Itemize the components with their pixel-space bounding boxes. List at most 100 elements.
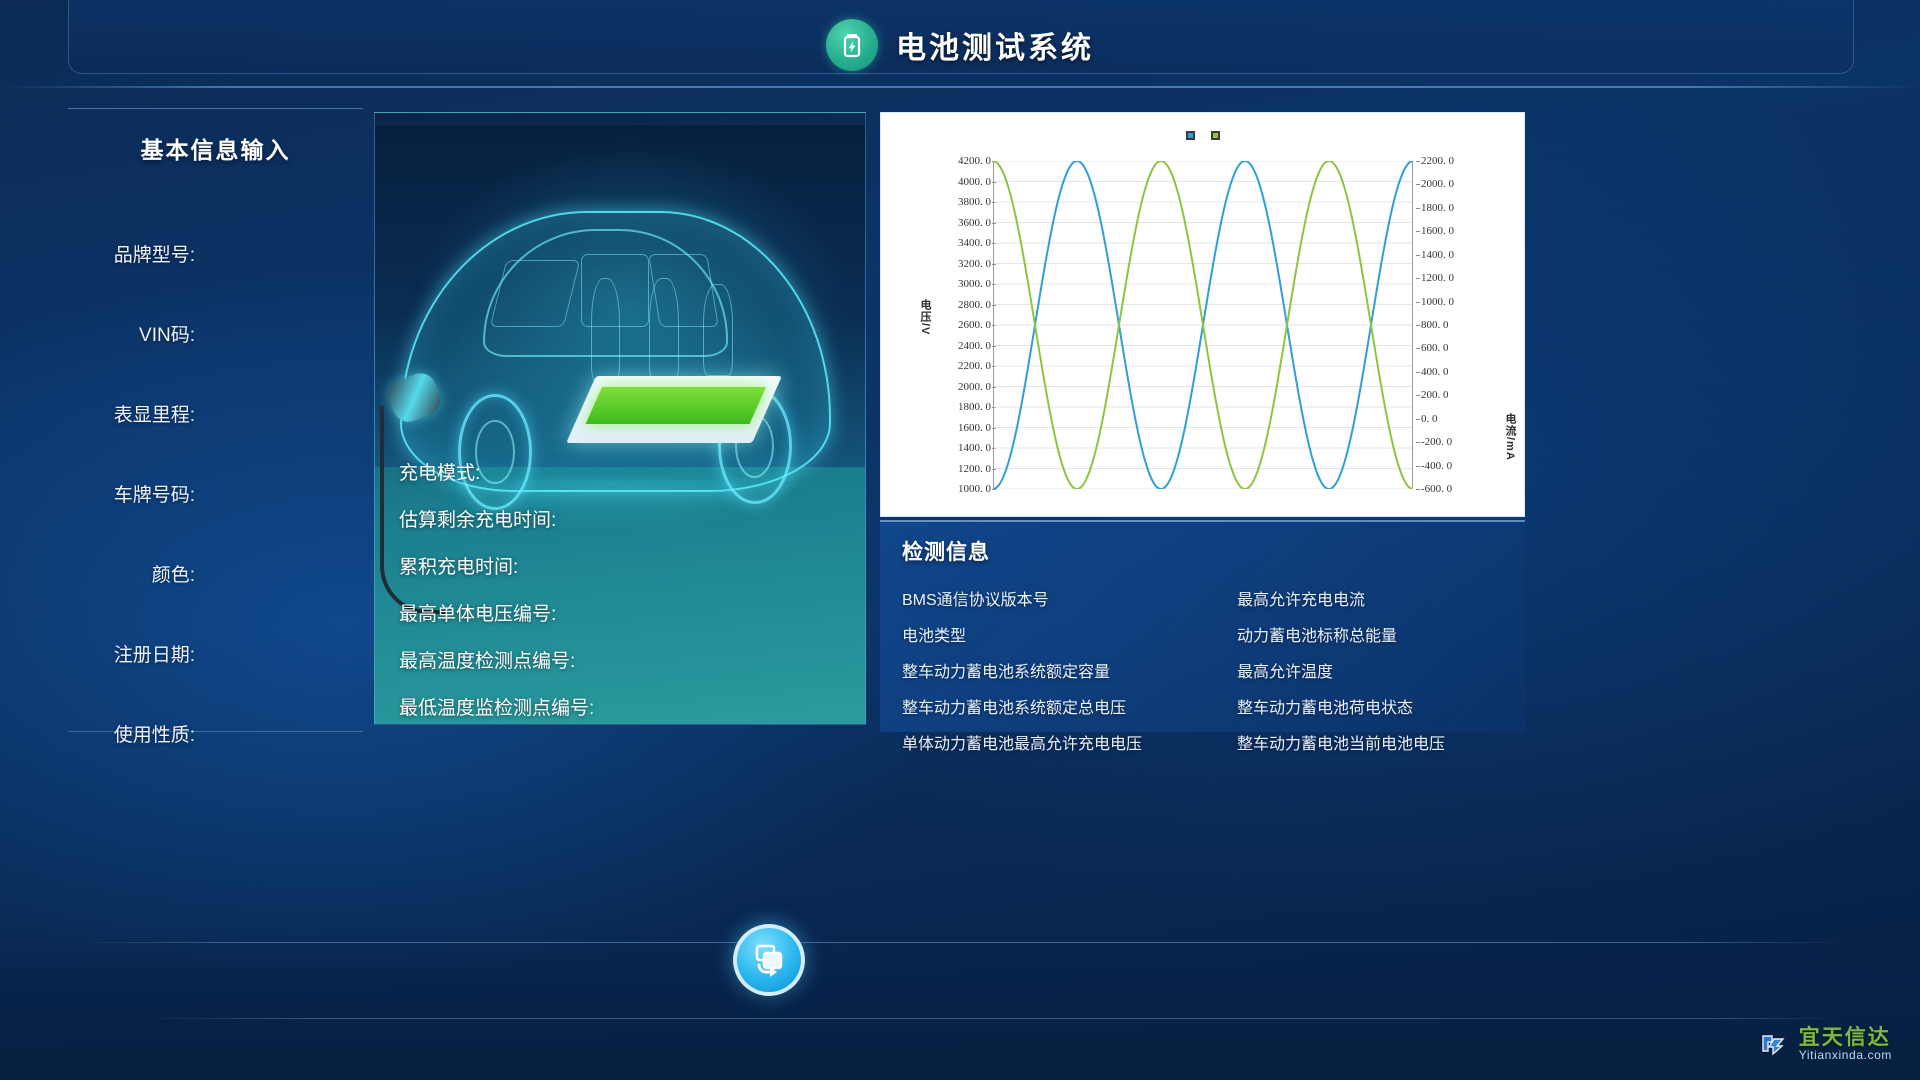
tick-mark [1416,489,1420,490]
watermark-cn: 宜天信达 [1798,1026,1891,1050]
detect-item-max-charge-current[interactable]: 最高允许充电电流 [1237,592,1366,609]
tick-mark [1416,371,1420,373]
tick-mark [1416,161,1420,162]
field-row-vin[interactable]: VIN码: [68,293,363,373]
y-axis-right-ticks: 2200. 0 2000. 0 1800. 0 1600. 0 1400. 0 1200.… [1416,155,1491,495]
tick-mark [1416,207,1420,209]
app-header: 电池测试系统 [0,8,1920,82]
tick-label: 2000. 0 [958,380,991,393]
detect-item-state-of-charge[interactable]: 整车动力蓄电池荷电状态 [1237,700,1414,717]
tick-mark [1416,301,1420,303]
field-label: VIN码: [139,324,195,346]
tick-label: 1000. 0 [1421,295,1454,308]
tick-mark [1416,395,1420,397]
tick-label: 2200. 0 [1421,155,1454,167]
field-max-cell-voltage-no[interactable]: 最高单体电压编号: [399,604,557,625]
tick-mark [1416,442,1420,444]
y-axis-right-label: 电流/mA [1504,413,1516,461]
tick-label: 3200. 0 [958,257,991,270]
bottom-divider-bottom [140,1018,1840,1019]
field-row-register-date[interactable]: 注册日期: [68,613,363,693]
tick-label: 4200. 0 [958,155,991,167]
tick-label: 1400. 0 [958,442,991,454]
tick-label: 200. 0 [1421,389,1449,402]
tick-mark [1416,254,1420,256]
legend-swatch-current[interactable] [1210,131,1220,140]
tick-label: 1600. 0 [958,421,991,434]
watermark-logo-icon [1756,1028,1790,1062]
ev-wireframe-illustration [375,113,865,724]
field-row-brand-model[interactable]: 品牌型号: [68,213,363,293]
detect-item-rated-total-voltage[interactable]: 整车动力蓄电池系统额定总电压 [902,700,1127,717]
tick-label: 3400. 0 [958,237,991,249]
tick-label: 3800. 0 [958,196,991,208]
tick-label: 3600. 0 [958,216,991,229]
charging-cable-icon [379,406,449,614]
tick-mark [1416,231,1420,233]
tick-label: 3000. 0 [958,278,991,290]
field-row-mileage[interactable]: 表显里程: [68,373,363,453]
tick-label: 2200. 0 [958,360,991,372]
chart-plot-area [992,160,1414,490]
field-label: 注册日期: [113,644,195,666]
tick-label: 400. 0 [1421,365,1449,378]
charging-field-list: 充电模式: 估算剩余充电时间: 累积充电时间: 最高单体电压编号: 最高温度检测… [375,458,865,720]
field-row-color[interactable]: 颜色: [68,533,363,613]
tick-label: 4000. 0 [958,175,991,188]
detection-info-panel: 检测信息 BMS通信协议版本号 最高允许充电电流 电池类型 动力蓄电池标称总能量… [880,520,1525,753]
basic-info-panel: 基本信息输入 品牌型号: VIN码: 表显里程: 车牌号码: 颜色: 注册日期:… [68,108,363,746]
field-accumulated-charge-time[interactable]: 累积充电时间: [399,557,519,578]
tick-label: -600. 0 [1421,483,1453,495]
chart-legend [1185,131,1220,140]
basic-info-title: 基本信息输入 [140,137,291,163]
field-max-temp-probe-no[interactable]: 最高温度检测点编号: [399,651,576,672]
watermark-en: Yitianxinda.com [1798,1048,1892,1063]
field-charge-mode[interactable]: 充电模式: [399,463,481,484]
basic-info-field-list: 品牌型号: VIN码: 表显里程: 车牌号码: 颜色: 注册日期: 使用性质: [68,213,363,773]
field-label: 表显里程: [113,404,195,426]
detect-item-nominal-energy[interactable]: 动力蓄电池标称总能量 [1237,628,1398,645]
tick-label: 1400. 0 [1421,248,1454,261]
page-title: 电池测试系统 [896,32,1094,65]
detect-item-battery-type[interactable]: 电池类型 [902,628,967,645]
field-min-temp-probe-no[interactable]: 最低温度监检测点编号: [399,698,595,719]
tick-label: 1800. 0 [958,401,991,413]
field-remaining-charge-time[interactable]: 估算剩余充电时间: [399,510,557,531]
tick-label: 1600. 0 [1421,225,1454,238]
field-row-plate-number[interactable]: 车牌号码: [68,453,363,533]
tick-mark [1416,325,1420,326]
tick-label: 1200. 0 [958,462,991,475]
tick-label: 2000. 0 [1421,178,1454,191]
tick-label: 1800. 0 [1421,201,1454,214]
detect-item-max-temperature[interactable]: 最高允许温度 [1237,664,1334,681]
tick-label: -400. 0 [1421,459,1453,472]
charging-status-panel: 充电模式: 估算剩余充电时间: 累积充电时间: 最高单体电压编号: 最高温度检测… [374,112,866,725]
field-row-usage-type[interactable]: 使用性质: [68,693,363,773]
y-axis-left-label: 电压/V [919,299,931,336]
tick-label: 2600. 0 [958,319,991,331]
legend-swatch-voltage[interactable] [1185,131,1195,140]
field-label: 使用性质: [113,724,195,746]
battery-pack-graphic [565,375,782,443]
voltage-current-chart: 电压/V 电流/mA 4200. 0 4000. 0 3800. 0 3600. 0 3… [880,112,1525,517]
tick-label: 1200. 0 [1421,272,1454,285]
tick-mark [992,489,996,490]
detect-item-bms-protocol[interactable]: BMS通信协议版本号 [902,592,1049,609]
bottom-band [0,930,1920,1080]
field-label: 品牌型号: [113,244,195,266]
series-line-current [992,160,1414,490]
tick-mark [1416,465,1420,467]
detect-item-max-cell-charge-voltage[interactable]: 单体动力蓄电池最高允许充电电压 [902,736,1143,753]
detect-item-rated-capacity[interactable]: 整车动力蓄电池系统额定容量 [902,664,1111,681]
detect-item-current-battery-voltage[interactable]: 整车动力蓄电池当前电池电压 [1237,736,1446,753]
tick-mark [1416,184,1420,186]
tick-mark [1416,348,1420,350]
header-frame [68,0,1854,74]
switch-view-button[interactable] [733,924,805,996]
tick-label: 600. 0 [1421,342,1449,355]
tick-label: 2400. 0 [958,339,991,352]
detection-info-grid: BMS通信协议版本号 最高允许充电电流 电池类型 动力蓄电池标称总能量 整车动力… [902,586,1525,754]
bottom-divider-top [72,942,1848,943]
tick-label: 0. 0 [1421,412,1438,425]
